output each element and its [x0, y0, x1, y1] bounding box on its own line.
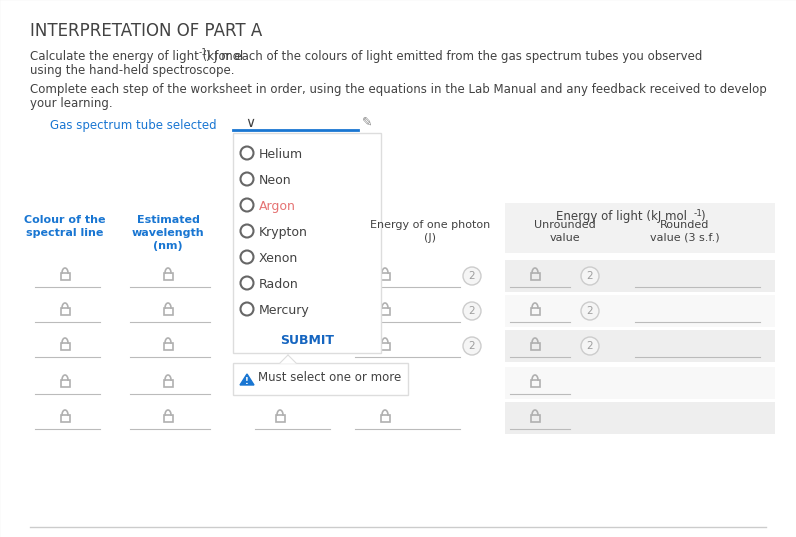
Text: ): ): [700, 210, 704, 223]
Text: Argon: Argon: [259, 200, 296, 213]
Text: (nm): (nm): [153, 241, 183, 251]
FancyBboxPatch shape: [505, 330, 775, 362]
Text: -1: -1: [198, 48, 207, 57]
Circle shape: [240, 277, 253, 289]
Text: 2: 2: [587, 271, 593, 281]
Text: ✎: ✎: [362, 116, 373, 129]
FancyBboxPatch shape: [233, 363, 408, 395]
Text: value (3 s.f.): value (3 s.f.): [650, 233, 720, 243]
FancyBboxPatch shape: [233, 133, 381, 353]
Circle shape: [581, 267, 599, 285]
FancyBboxPatch shape: [505, 402, 775, 434]
Circle shape: [240, 302, 253, 316]
Text: Energy of light (kJ mol: Energy of light (kJ mol: [556, 210, 688, 223]
Text: 2: 2: [469, 306, 475, 316]
Text: ) for each of the colours of light emitted from the gas spectrum tubes you obser: ) for each of the colours of light emitt…: [206, 50, 703, 63]
Text: Estimated: Estimated: [137, 215, 200, 225]
Text: Rounded: Rounded: [661, 220, 710, 230]
Text: -1: -1: [694, 209, 703, 218]
Polygon shape: [240, 374, 254, 385]
Circle shape: [581, 337, 599, 355]
Text: Calculate the energy of light (kJ mol: Calculate the energy of light (kJ mol: [30, 50, 244, 63]
Circle shape: [240, 147, 253, 159]
Text: Gas spectrum tube selected: Gas spectrum tube selected: [50, 119, 217, 132]
Circle shape: [240, 224, 253, 237]
Text: Radon: Radon: [259, 278, 298, 291]
Text: spectral line: spectral line: [26, 228, 103, 238]
Text: value: value: [550, 233, 580, 243]
Text: ∨: ∨: [245, 116, 256, 130]
FancyBboxPatch shape: [505, 295, 775, 327]
FancyBboxPatch shape: [505, 367, 775, 399]
Text: wavelength: wavelength: [131, 228, 205, 238]
Circle shape: [463, 267, 481, 285]
Text: Colour of the: Colour of the: [24, 215, 106, 225]
Text: using the hand-held spectroscope.: using the hand-held spectroscope.: [30, 64, 235, 77]
Text: 2: 2: [469, 341, 475, 351]
Text: INTERPRETATION OF PART A: INTERPRETATION OF PART A: [30, 22, 262, 40]
Text: 2: 2: [587, 341, 593, 351]
Circle shape: [240, 199, 253, 212]
Text: Neon: Neon: [259, 174, 291, 187]
Text: !: !: [245, 376, 249, 386]
Text: Mercury: Mercury: [259, 304, 310, 317]
Text: 2: 2: [587, 306, 593, 316]
Polygon shape: [280, 355, 296, 363]
Text: Energy of one photon: Energy of one photon: [370, 220, 490, 230]
Text: (J): (J): [424, 233, 436, 243]
FancyBboxPatch shape: [505, 260, 775, 292]
Text: Must select one or more: Must select one or more: [258, 371, 401, 384]
Text: 2: 2: [469, 271, 475, 281]
Circle shape: [240, 172, 253, 185]
Text: your learning.: your learning.: [30, 97, 112, 110]
Text: Krypton: Krypton: [259, 226, 308, 239]
Text: Complete each step of the worksheet in order, using the equations in the Lab Man: Complete each step of the worksheet in o…: [30, 83, 767, 96]
Circle shape: [581, 302, 599, 320]
Text: Xenon: Xenon: [259, 252, 298, 265]
FancyBboxPatch shape: [505, 203, 775, 253]
Text: Unrounded: Unrounded: [534, 220, 596, 230]
Circle shape: [463, 302, 481, 320]
Text: SUBMIT: SUBMIT: [280, 334, 334, 347]
Circle shape: [463, 337, 481, 355]
Circle shape: [240, 250, 253, 264]
Text: Helium: Helium: [259, 148, 303, 161]
